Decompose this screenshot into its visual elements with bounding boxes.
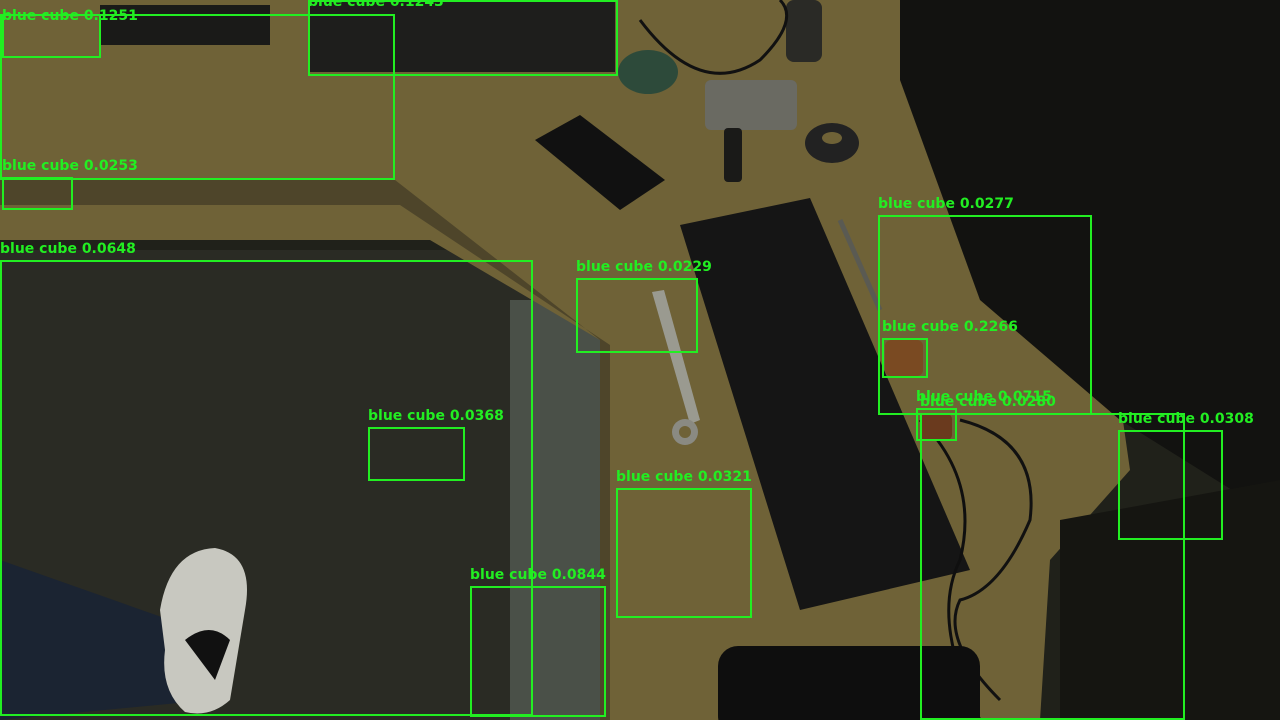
detection-box-border: [916, 408, 957, 441]
metal-case: [705, 80, 797, 130]
jeans: [0, 560, 210, 720]
orange-object: [885, 340, 923, 376]
detection-box[interactable]: blue cube 0.1251: [2, 8, 138, 58]
phone: [535, 115, 665, 210]
detection-label: blue cube 0.0648: [0, 241, 136, 257]
detection-box[interactable]: blue cube 0.1243: [308, 0, 618, 76]
detection-label: blue cube 0.0277: [878, 196, 1014, 212]
detection-box[interactable]: blue cube 0.0648: [0, 241, 533, 716]
detection-label: blue cube 0.0844: [470, 567, 606, 583]
detection-box[interactable]: blue cube 0.0321: [616, 469, 752, 618]
detection-box[interactable]: blue cube 0.2266: [882, 319, 1018, 378]
cable: [638, 0, 789, 75]
detection-label: blue cube 0.0308: [1118, 411, 1254, 427]
detection-box-border: [2, 14, 101, 58]
detection-label: blue cube 0.0321: [616, 469, 752, 485]
laptop: [310, 0, 615, 72]
detection-box-border: [308, 0, 618, 76]
keyboard: [680, 198, 970, 610]
detection-label: blue cube 0.0368: [368, 408, 504, 424]
detection-box[interactable]: blue cube 0.0277: [878, 196, 1092, 415]
detection-box-border: [878, 215, 1092, 415]
detection-box[interactable]: blue cube 0.0229: [576, 259, 712, 353]
detection-box-border: [616, 488, 752, 618]
detection-box[interactable]: blue cube 0.0368: [368, 408, 504, 481]
detection-label: blue cube 0.0280: [920, 394, 1056, 410]
detection-box-border: [576, 278, 698, 353]
detection-box-border: [368, 427, 465, 481]
screwdriver: [837, 218, 883, 312]
detection-box-border: [920, 413, 1185, 720]
detection-box-border: [0, 260, 533, 716]
detection-box[interactable]: blue cube 0.0280: [920, 394, 1185, 720]
detection-box[interactable]: blue cube 0.0253: [2, 158, 138, 210]
marker: [724, 128, 742, 182]
power-adapter: [100, 5, 270, 45]
detection-box[interactable]: blue cube 0.0844: [470, 567, 606, 717]
detection-label: blue cube 0.2266: [882, 319, 1018, 335]
detection-label: blue cube 0.1243: [308, 0, 444, 10]
detection-label: blue cube 0.0229: [576, 259, 712, 275]
detection-label: blue cube 0.0253: [2, 158, 138, 174]
detection-box-border: [2, 177, 73, 210]
detection-box-outline: [0, 14, 395, 180]
detection-box-border: [882, 338, 928, 378]
detection-box-border: [470, 586, 606, 717]
bottle: [786, 0, 822, 62]
detection-box-border: [0, 14, 395, 180]
detection-box-border: [1118, 430, 1223, 540]
speaker-dark: [1060, 480, 1280, 720]
detection-label: blue cube 0.1251: [2, 8, 138, 24]
small-object: [920, 414, 952, 440]
detection-box[interactable]: blue cube 0.0715: [916, 389, 1052, 441]
green-device: [618, 50, 678, 94]
wrench: [652, 290, 700, 424]
mat: [510, 300, 610, 720]
detection-box[interactable]: blue cube 0.0308: [1118, 411, 1254, 540]
detection-label: blue cube 0.0715: [916, 389, 1052, 405]
mouse-pad: [718, 646, 980, 720]
